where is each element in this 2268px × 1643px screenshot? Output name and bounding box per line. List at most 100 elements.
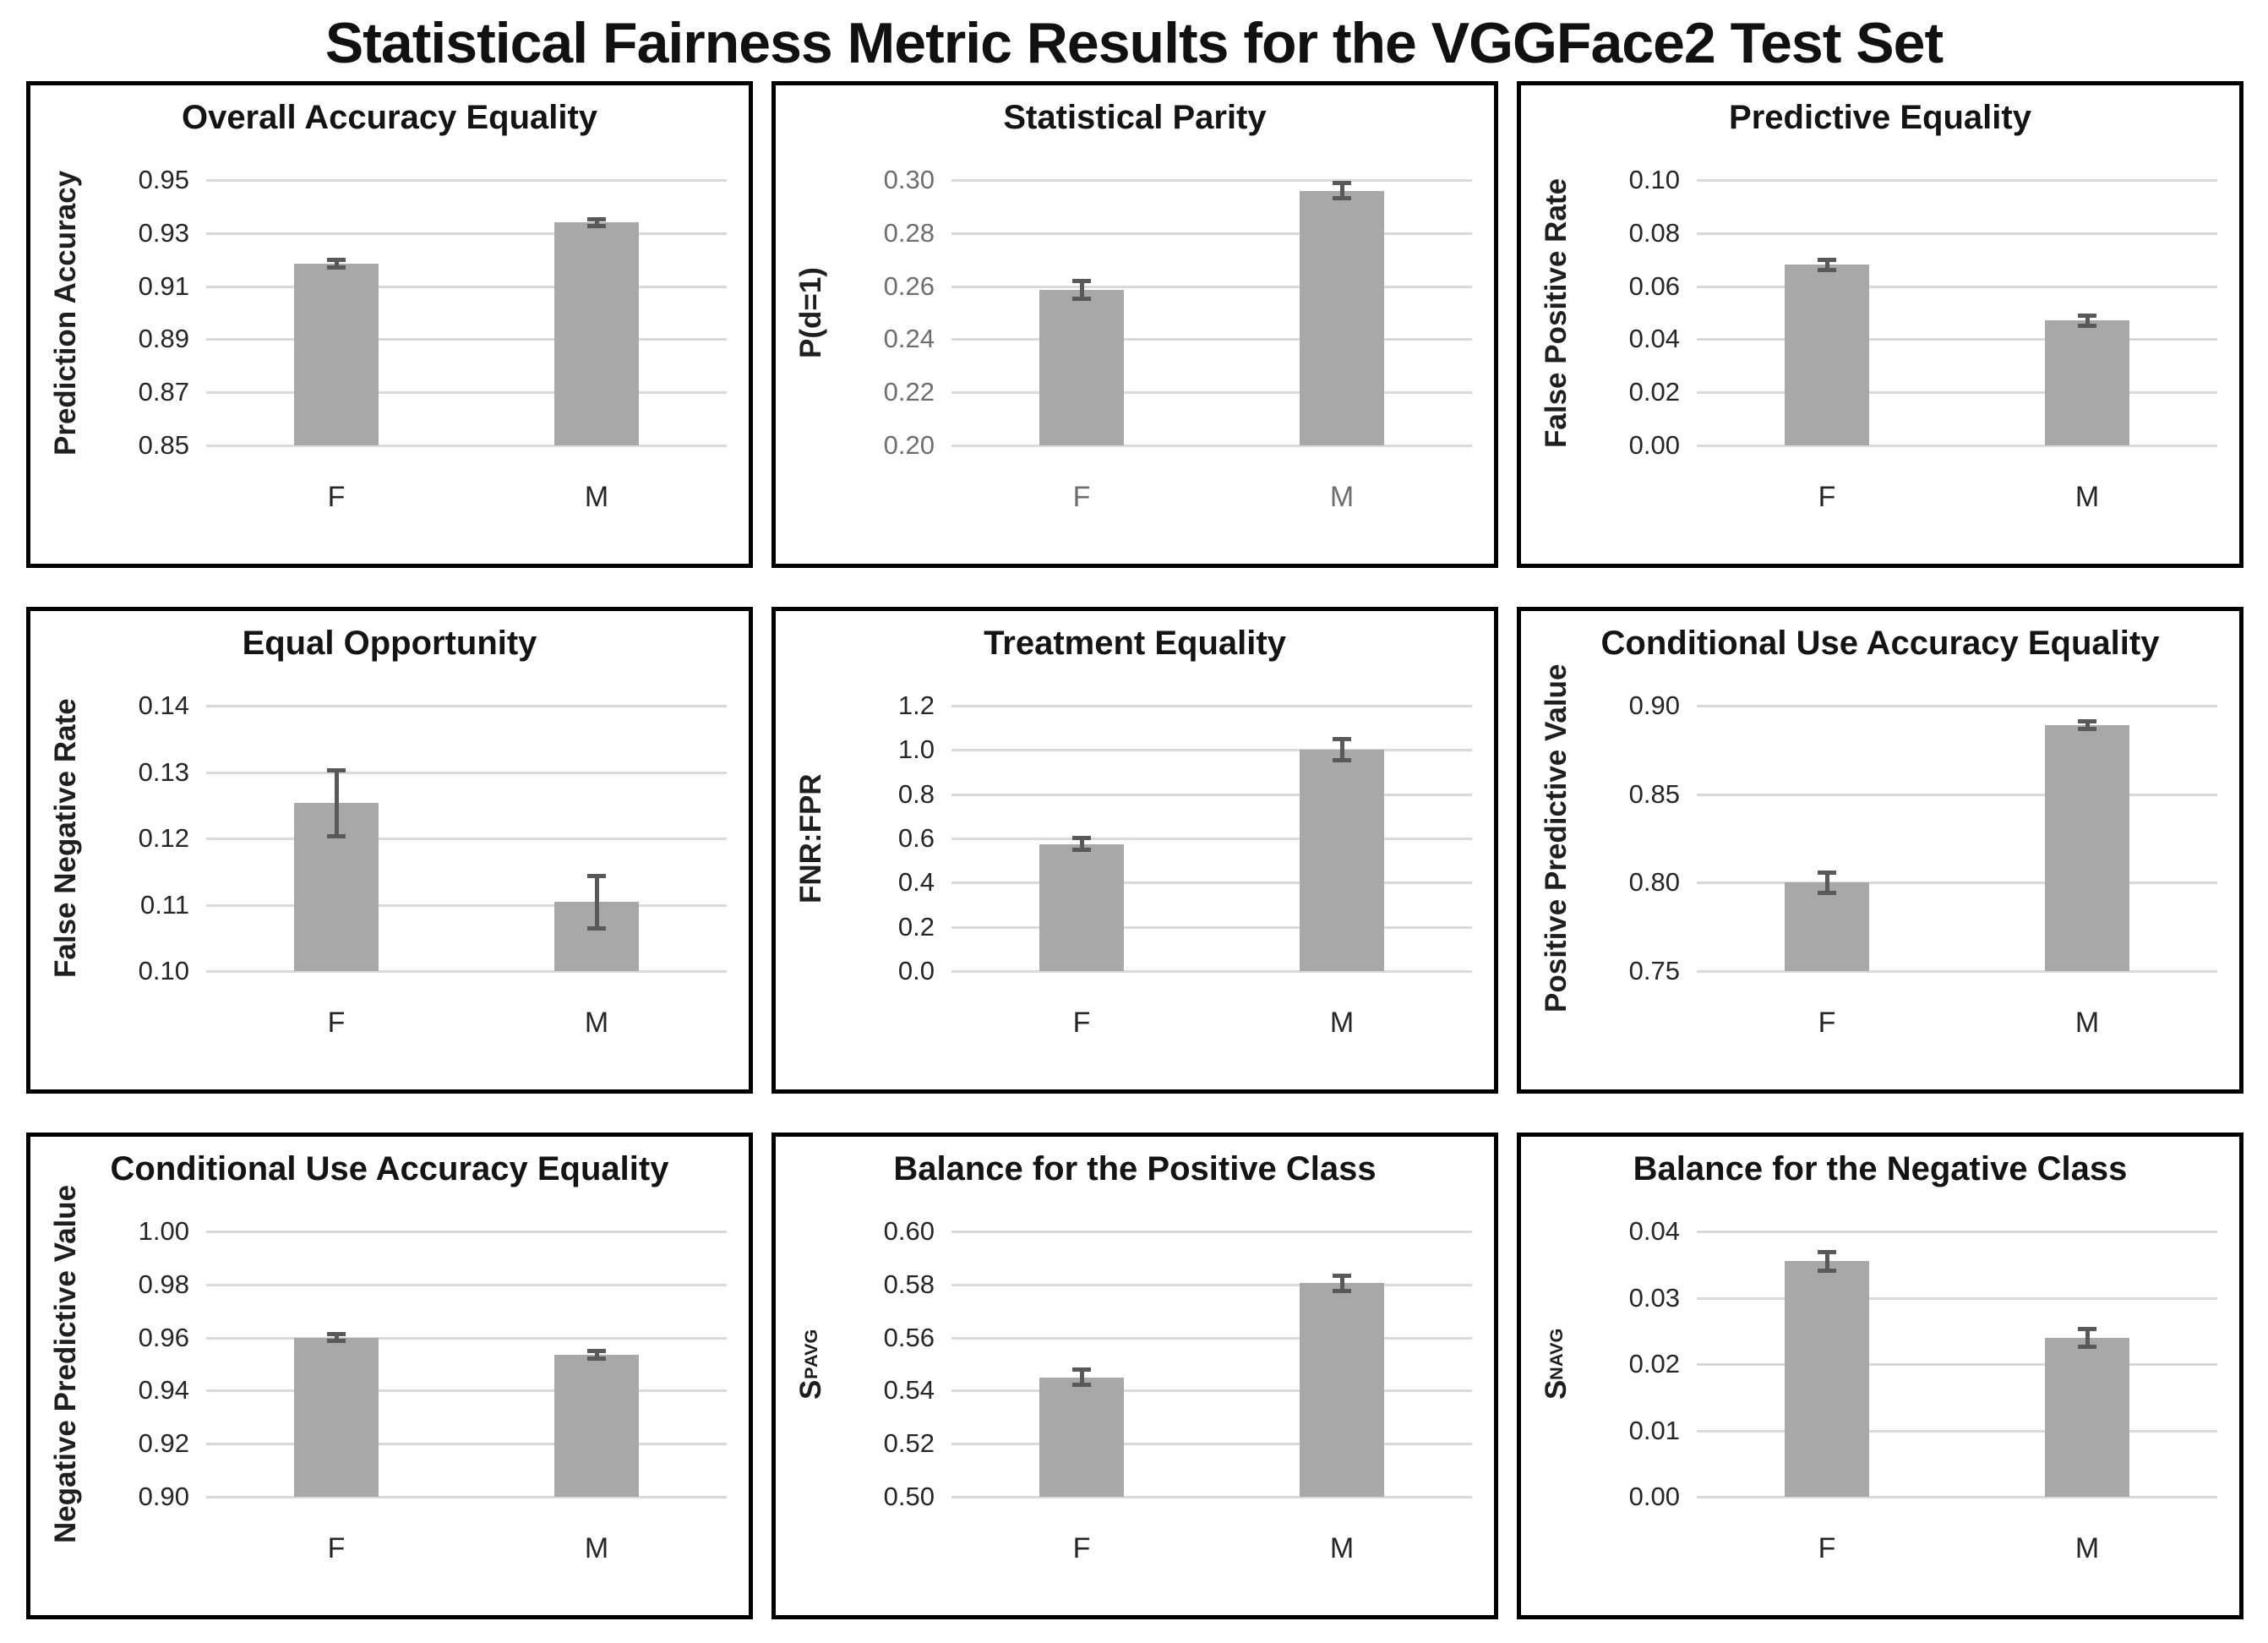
error-bar-top-cap	[1072, 279, 1091, 284]
error-bar-bottom-cap	[587, 925, 606, 931]
y-tick-label: 1.2	[897, 690, 935, 720]
error-bar-top-cap	[587, 216, 606, 221]
error-bar-bottom-cap	[1818, 267, 1836, 272]
error-bar	[1339, 183, 1344, 199]
y-tick-label: 0.20	[883, 430, 935, 460]
chart-panel: Treatment Equality FNR:FPR 0.0 0.2 0.4 0.6 0.8…	[771, 607, 1498, 1094]
error-bar-top-cap	[587, 873, 606, 878]
error-bar-bottom-cap	[1333, 758, 1351, 763]
error-bar-top-cap	[1818, 870, 1836, 875]
y-axis-label: Positive Predictive Value	[1533, 664, 1580, 1013]
y-tick-label: 0.28	[883, 217, 935, 248]
y-tick-label: 0.22	[883, 377, 935, 407]
gridline	[951, 1443, 1472, 1446]
bar-f	[1785, 1261, 1869, 1497]
error-bar-bottom-cap	[1072, 848, 1091, 853]
gridline	[951, 838, 1472, 840]
y-axis-label-text: S	[1540, 1379, 1573, 1400]
gridline	[206, 179, 727, 182]
y-tick-label: 0.10	[138, 956, 189, 985]
y-tick-label: 0.94	[138, 1375, 189, 1406]
panel-title: Equal Opportunity	[242, 625, 537, 662]
error-bar-bottom-cap	[587, 223, 606, 228]
chart-panel: Balance for the Positive Class S P AVG 0.50 0…	[771, 1133, 1498, 1619]
chart-panel: Conditional Use Accuracy Equality Positiv…	[1517, 607, 2243, 1094]
error-bar-top-cap	[327, 768, 346, 773]
error-bar	[1824, 1251, 1829, 1272]
y-tick-label: 0.12	[138, 823, 189, 853]
y-tick-label: 0.90	[1628, 690, 1680, 720]
y-tick-label: 0.96	[138, 1322, 189, 1352]
x-category-label: M	[584, 481, 609, 513]
error-bar-top-cap	[2078, 1326, 2096, 1331]
bar-m	[2045, 1337, 2129, 1497]
error-bar	[594, 875, 599, 929]
gridline	[206, 771, 727, 774]
gridline	[206, 1336, 727, 1340]
error-bar-bottom-cap	[327, 1339, 346, 1344]
y-tick-label: 0.85	[138, 430, 189, 460]
error-bar-top-cap	[587, 1349, 606, 1354]
chart-panel: Overall Accuracy Equality Prediction Accu…	[26, 81, 753, 568]
page-title: Statistical Fairness Metric Results for …	[324, 11, 1944, 75]
charts-grid: Overall Accuracy Equality Prediction Accu…	[0, 81, 2268, 1619]
error-bar	[334, 770, 339, 837]
x-category-label: M	[2074, 481, 2100, 513]
error-bar-top-cap	[1818, 258, 1836, 263]
error-bar	[1339, 1275, 1344, 1291]
gridline	[206, 391, 727, 395]
chart-panel: Statistical Parity P(d=1) 0.20 0.22 0.24 0.26…	[771, 81, 1498, 568]
y-tick-label: 0.60	[883, 1216, 935, 1246]
x-category-label: F	[1072, 1007, 1091, 1039]
x-category-label: M	[584, 1532, 609, 1564]
y-tick-label: 0.91	[138, 270, 189, 301]
bar-f	[1039, 1377, 1124, 1497]
x-category-label: F	[1818, 1532, 1836, 1564]
gridline	[206, 232, 727, 235]
y-tick-label: 0.30	[883, 165, 935, 194]
bar-m	[554, 222, 639, 445]
gridline	[206, 838, 727, 840]
gridline	[206, 1231, 727, 1233]
gridline	[951, 882, 1472, 885]
gridline	[951, 391, 1472, 395]
error-bar-bottom-cap	[1333, 195, 1351, 200]
x-category-label: M	[2074, 1007, 2100, 1039]
bar-f	[1785, 265, 1869, 445]
error-bar	[1824, 871, 1829, 893]
x-category-label: F	[1072, 1532, 1091, 1564]
x-category-label: F	[1818, 481, 1836, 513]
error-bar-top-cap	[1333, 737, 1351, 742]
bar-f	[294, 263, 379, 445]
y-tick-label: 0.92	[138, 1428, 189, 1459]
error-bar-bottom-cap	[2078, 727, 2096, 732]
error-bar	[594, 218, 599, 227]
error-bar	[2085, 1328, 2090, 1347]
gridline	[951, 338, 1472, 341]
y-tick-label: 0.2	[897, 911, 935, 942]
y-tick-label: 0.00	[1628, 1482, 1680, 1511]
bar-f	[1039, 843, 1124, 971]
error-bar-top-cap	[2078, 718, 2096, 723]
error-bar	[1079, 837, 1084, 851]
y-tick-label: 0.10	[1628, 165, 1680, 194]
error-bar-top-cap	[327, 258, 346, 263]
error-bar-bottom-cap	[587, 1356, 606, 1361]
gridline	[1697, 1496, 2217, 1498]
y-tick-label: 0.58	[883, 1269, 935, 1299]
y-tick-label: 0.93	[138, 217, 189, 248]
y-tick-label: 0.4	[897, 867, 935, 898]
y-tick-label: 0.75	[1628, 956, 1680, 985]
panel-title: Conditional Use Accuracy Equality	[1600, 625, 2160, 662]
y-axis-label: False Positive Rate	[1533, 160, 1580, 466]
gridline	[206, 970, 727, 973]
y-tick-label: 0.08	[1628, 217, 1680, 248]
x-category-label: F	[1072, 481, 1091, 513]
bar-f	[1039, 290, 1124, 445]
y-tick-label: 0.6	[897, 823, 935, 853]
error-bar-bottom-cap	[2078, 1344, 2096, 1349]
gridline	[951, 705, 1472, 707]
gridline	[1697, 338, 2217, 341]
chart-panel: Conditional Use Accuracy Equality Negativ…	[26, 1133, 753, 1619]
gridline	[951, 1389, 1472, 1393]
